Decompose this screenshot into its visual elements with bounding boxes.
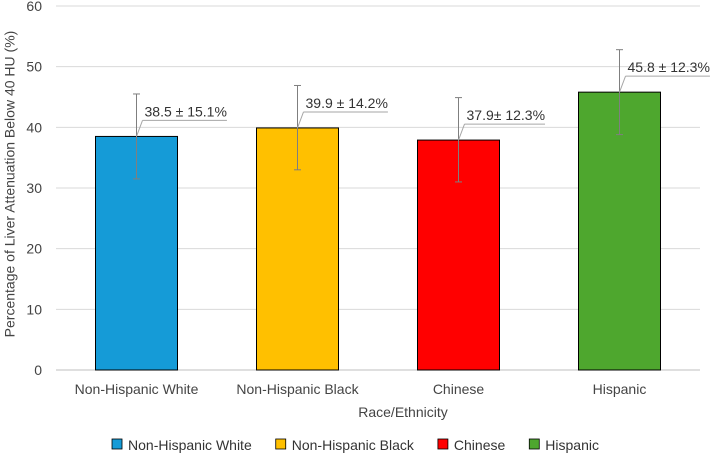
y-axis-ticks: 0 10 20 30 40 50 60 <box>26 0 42 378</box>
legend-item: Chinese <box>437 437 506 453</box>
legend-swatch <box>111 438 123 450</box>
leader-line <box>136 120 143 137</box>
leader-line <box>297 111 304 129</box>
leader-line <box>458 123 465 141</box>
y-tick-label: 20 <box>26 241 42 257</box>
data-label: 45.8 ± 12.3% <box>628 59 710 75</box>
x-tick-label: Non-Hispanic Black <box>236 381 359 397</box>
bar <box>578 91 661 371</box>
y-tick-label: 30 <box>26 180 42 196</box>
y-tick-label: 10 <box>26 301 42 317</box>
x-tick-label: Hispanic <box>593 381 647 397</box>
legend-item: Non-Hispanic White <box>111 437 252 453</box>
legend-label: Non-Hispanic Black <box>292 437 415 453</box>
x-tick-label: Non-Hispanic White <box>75 381 199 397</box>
legend-label: Non-Hispanic White <box>128 437 252 453</box>
bars <box>95 91 661 371</box>
legend-label: Hispanic <box>545 437 599 453</box>
y-axis-title: Percentage of Liver Attenuation Below 40… <box>2 31 18 338</box>
data-labels: 38.5 ± 15.1% 39.9 ± 14.2% 37.9± 12.3% 45.8 … <box>145 59 710 123</box>
data-label: 39.9 ± 14.2% <box>306 95 388 111</box>
legend-swatch <box>275 438 287 450</box>
legend-swatch <box>437 438 449 450</box>
y-tick-label: 50 <box>26 59 42 75</box>
data-label-leaders <box>136 75 710 141</box>
leader-line <box>619 75 626 93</box>
legend-item: Hispanic <box>528 437 599 453</box>
data-label: 38.5 ± 15.1% <box>145 103 227 119</box>
data-label: 37.9± 12.3% <box>467 107 546 123</box>
y-tick-label: 0 <box>34 362 42 378</box>
legend: Non-Hispanic White Non-Hispanic Black Chin… <box>111 437 599 453</box>
x-axis-title: Race/Ethnicity <box>358 404 447 420</box>
legend-label: Chinese <box>454 437 506 453</box>
legend-item: Non-Hispanic Black <box>275 437 415 453</box>
y-tick-label: 40 <box>26 119 42 135</box>
x-tick-label: Chinese <box>433 381 485 397</box>
x-axis-ticks: Non-Hispanic White Non-Hispanic Black Chin… <box>75 381 647 397</box>
y-tick-label: 60 <box>26 0 42 14</box>
legend-swatch <box>528 438 540 450</box>
